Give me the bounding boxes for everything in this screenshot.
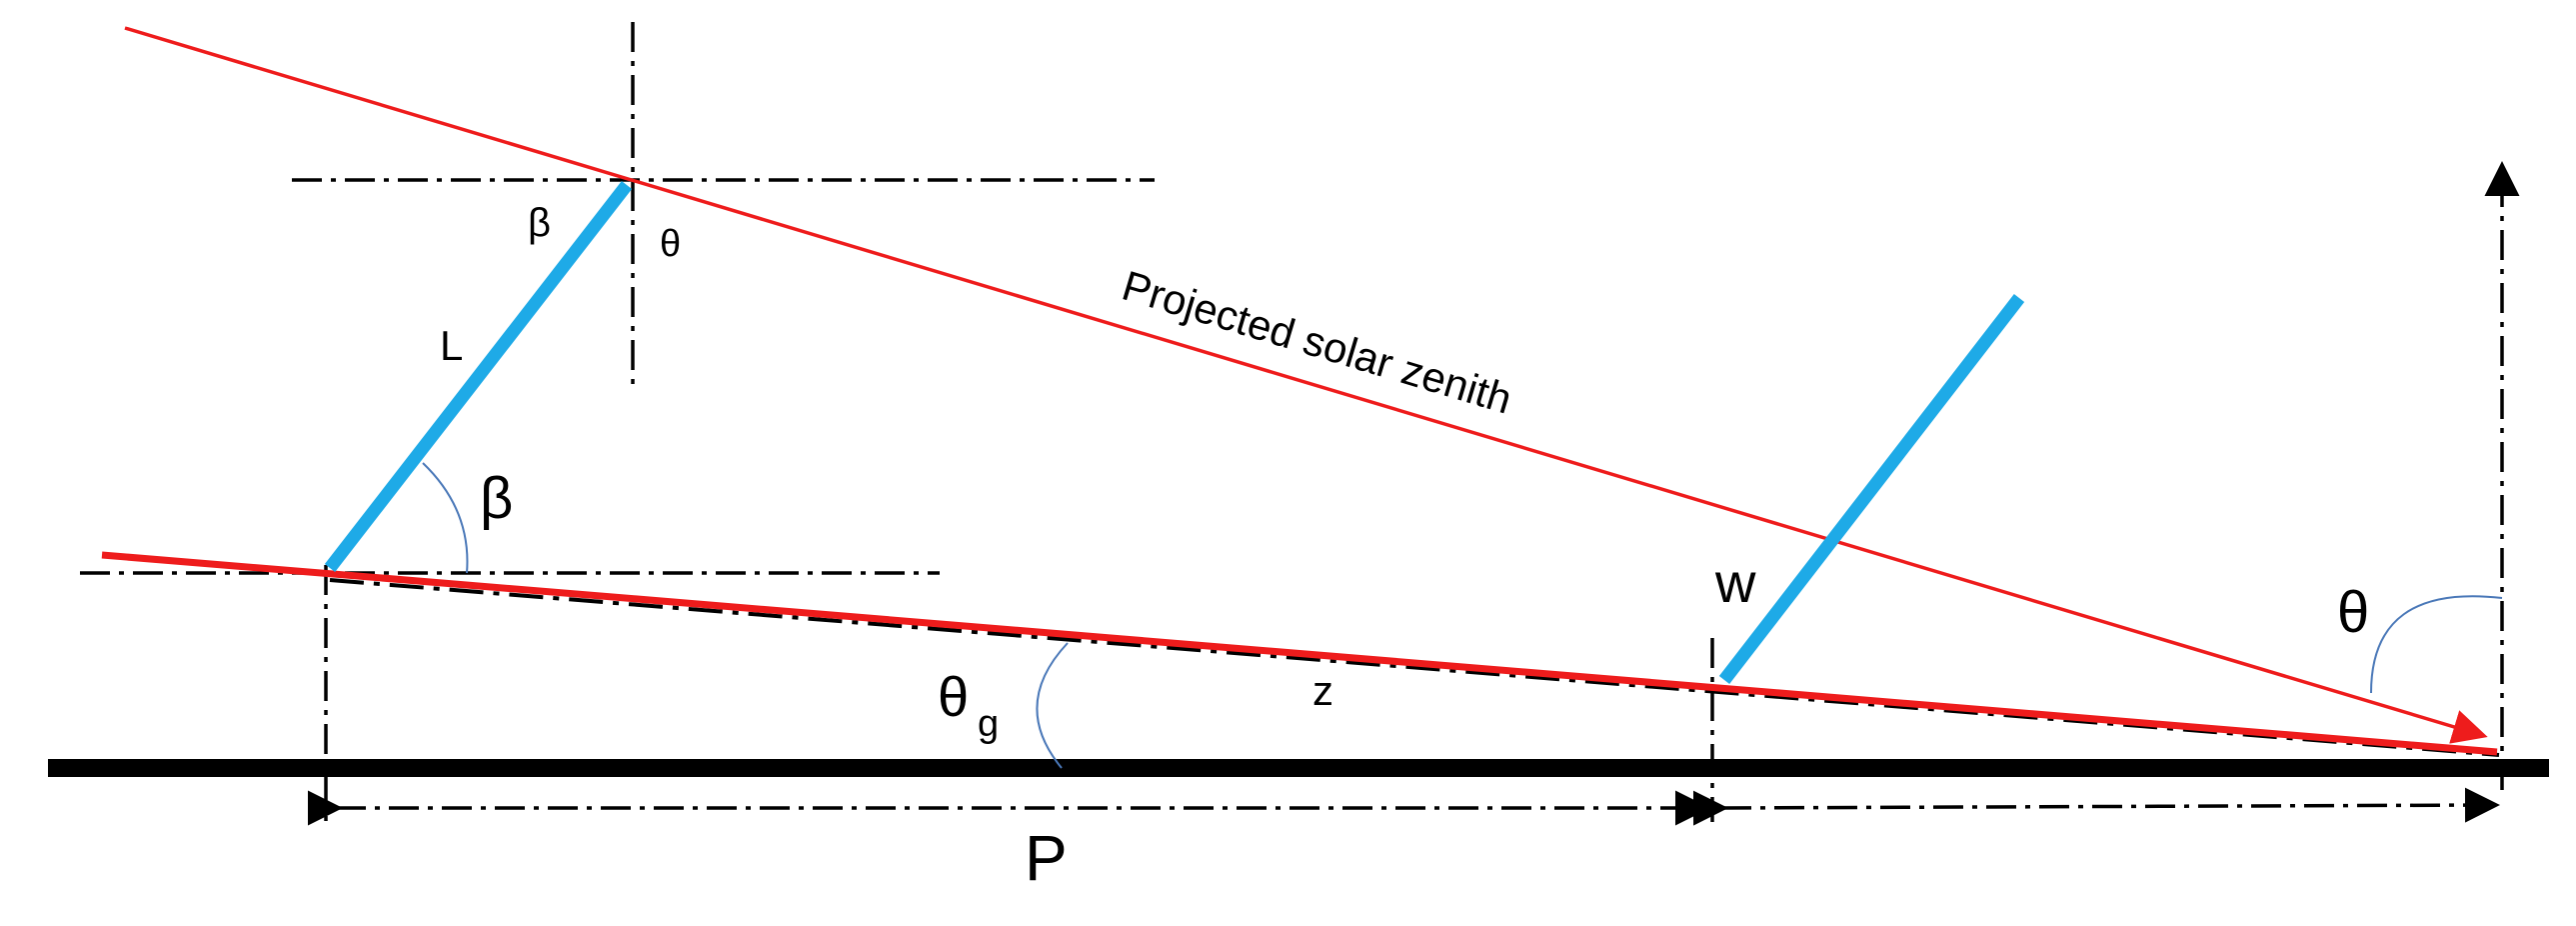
ground-slope-angle-arc (1036, 642, 1069, 769)
projected-solar-zenith-ray (124, 26, 2488, 744)
w-label: w (1714, 551, 1756, 614)
theta-large-label: θ (2337, 580, 2369, 645)
z-label: z (1312, 667, 1333, 714)
panel-length-label: L (440, 322, 463, 369)
theta-small-label: θ (660, 223, 681, 265)
tilt-angle-arc (422, 462, 469, 574)
theta-g-subscript: g (978, 703, 999, 745)
rear-pv-panel (1718, 294, 2025, 684)
beta-small-label: β (528, 201, 551, 245)
theta-g-label: θ (938, 665, 969, 728)
zenith-angle-arc (2370, 595, 2503, 694)
terrain-slope-line (101, 551, 2498, 756)
pitch-label: P (1025, 822, 1068, 894)
front-pv-panel (324, 181, 633, 572)
beta-large-label: β (480, 466, 513, 531)
right-dimension-line (1692, 787, 2500, 826)
